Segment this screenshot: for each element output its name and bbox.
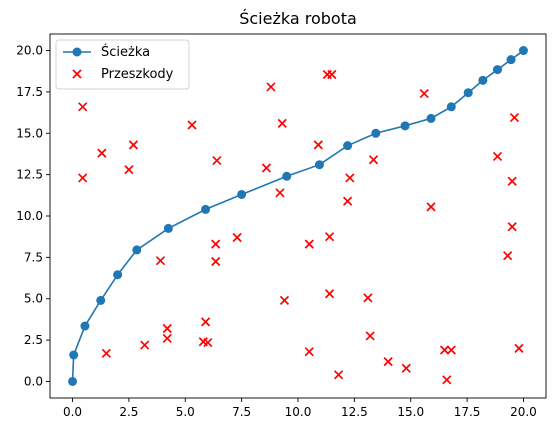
y-tick-label: 2.5	[24, 333, 43, 347]
obstacle-point	[365, 331, 375, 341]
x-tick-label: 7.5	[232, 405, 251, 419]
obstacle-point	[140, 340, 150, 350]
obstacle-point	[304, 239, 314, 249]
obstacle-point	[128, 140, 139, 150]
path-point	[96, 295, 106, 305]
path-point	[478, 75, 488, 85]
obstacle-point	[492, 151, 503, 162]
legend-marker-przeszkody	[72, 69, 82, 79]
path-point	[493, 65, 503, 75]
path-point	[400, 121, 410, 131]
path-point	[426, 113, 436, 123]
obstacle-point	[439, 345, 450, 355]
plot-area	[50, 34, 546, 398]
obstacle-point	[304, 347, 314, 357]
path-point	[201, 204, 211, 214]
obstacle-point	[368, 155, 379, 165]
obstacle-point	[324, 289, 335, 299]
obstacle-point	[155, 256, 166, 266]
obstacle-point	[383, 356, 393, 367]
obstacle-point	[212, 155, 222, 166]
x-tick-label: 20.0	[510, 405, 537, 419]
obstacle-point	[211, 239, 221, 249]
y-tick-label: 5.0	[24, 292, 43, 306]
obstacle-point	[507, 176, 517, 186]
obstacle-point	[187, 120, 197, 130]
x-axis: 0.0 2.5 5.0 7.5 10.0 12.5 15.0 17.5 20.0	[63, 398, 537, 419]
obstacle-point	[442, 375, 452, 385]
path-point	[371, 128, 381, 138]
obstacle-point	[279, 295, 290, 305]
obstacle-point	[345, 173, 355, 183]
path-point	[163, 223, 173, 233]
path-point	[68, 376, 78, 386]
obstacle-point	[78, 173, 88, 183]
obstacle-point	[203, 337, 213, 348]
obstacle-point	[78, 102, 88, 112]
obstacle-point	[509, 112, 520, 123]
path-point	[132, 245, 142, 255]
obstacle-point	[426, 202, 436, 212]
legend-label-sciezka: Ścieżka	[101, 44, 150, 60]
y-tick-label: 10.0	[16, 209, 43, 223]
obstacle-point	[101, 348, 111, 358]
obstacle-point	[261, 163, 272, 173]
y-tick-label: 0.0	[24, 374, 43, 388]
y-tick-label: 7.5	[24, 250, 43, 264]
chart-title: Ścieżka robota	[239, 9, 357, 28]
obstacle-point	[507, 222, 517, 232]
obstacle-point	[232, 232, 242, 243]
plot-frame	[49, 33, 547, 399]
obstacle-point	[324, 232, 335, 242]
obstacle-point	[211, 256, 221, 267]
x-tick-label: 10.0	[285, 405, 312, 419]
obstacle-point	[514, 343, 524, 353]
path-point	[80, 321, 90, 331]
obstacle-point	[200, 317, 211, 327]
x-tick-label: 2.5	[119, 405, 138, 419]
path-point	[69, 350, 79, 360]
obstacle-point	[277, 118, 287, 128]
y-tick-label: 20.0	[16, 44, 43, 58]
obstacle-point	[313, 140, 323, 150]
path-point	[506, 55, 516, 65]
x-tick-label: 12.5	[341, 405, 368, 419]
path-point	[314, 160, 324, 170]
y-axis: 0.0 2.5 5.0 7.5 10.0 12.5 15.0 17.5 20.0	[16, 44, 50, 388]
legend: Ścieżka Przeszkody	[55, 39, 190, 90]
obstacle-point	[275, 188, 285, 198]
obstacle-point	[97, 148, 107, 158]
y-tick-label: 12.5	[16, 168, 43, 182]
path-point	[518, 46, 528, 56]
y-tick-label: 17.5	[16, 85, 43, 99]
path-point	[463, 88, 473, 98]
obstacle-point	[162, 323, 172, 334]
path-point	[237, 189, 247, 199]
x-tick-label: 15.0	[397, 405, 424, 419]
legend-label-przeszkody: Przeszkody	[101, 67, 174, 82]
obstacle-point	[419, 88, 429, 99]
x-tick-label: 5.0	[176, 405, 195, 419]
path-point	[343, 141, 353, 151]
path-point	[446, 102, 456, 112]
obstacle-point	[162, 333, 172, 344]
obstacle-point	[327, 69, 337, 80]
obstacle-point	[266, 82, 276, 92]
obstacle-point	[401, 363, 411, 373]
path-point	[282, 171, 292, 181]
y-tick-label: 15.0	[16, 126, 43, 140]
x-tick-label: 17.5	[454, 405, 481, 419]
obstacle-point	[342, 196, 353, 206]
path-point	[113, 270, 123, 280]
obstacle-point	[124, 165, 134, 175]
obstacle-point	[446, 345, 456, 355]
x-tick-label: 0.0	[63, 405, 82, 419]
obstacle-point	[363, 293, 373, 303]
series-layer	[68, 46, 528, 386]
legend-marker-sciezka	[72, 47, 82, 57]
obstacle-point	[503, 251, 513, 261]
obstacle-point	[333, 370, 344, 380]
